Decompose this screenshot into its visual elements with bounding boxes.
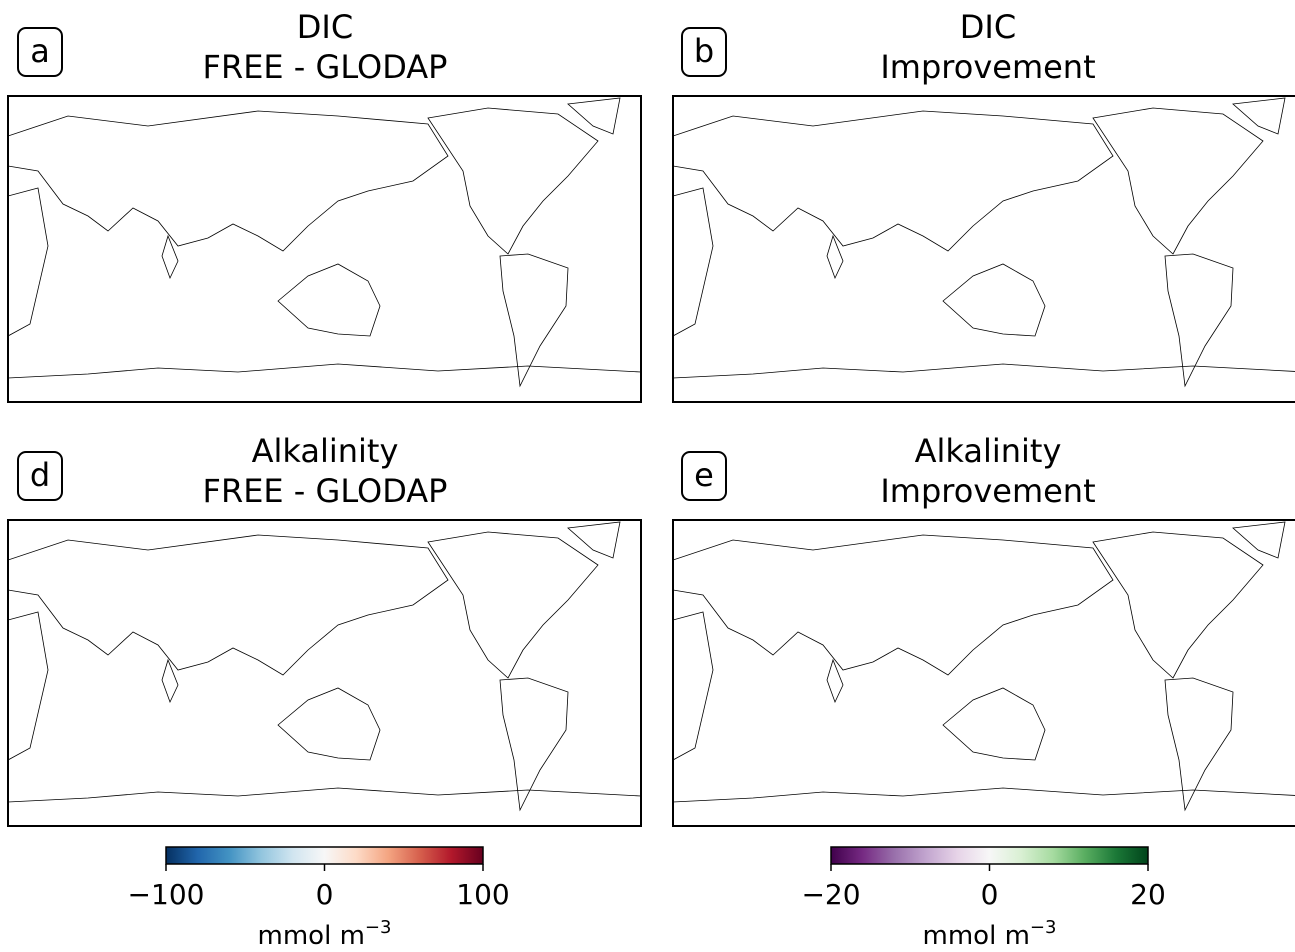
colorbar-label-superscript: −3 (365, 917, 392, 938)
panel-label: e (694, 456, 714, 494)
panel-title: FREE - GLODAP (203, 472, 448, 510)
panel-title: Alkalinity (915, 432, 1062, 470)
map-background (8, 520, 641, 826)
panel-title: Alkalinity (252, 432, 399, 470)
map-frame (672, 95, 1295, 403)
panel-title: FREE - GLODAP (203, 48, 448, 86)
panel-label: a (30, 32, 50, 70)
panel-label: b (694, 32, 714, 70)
map-frame (7, 95, 642, 403)
panel-label-box (681, 27, 727, 77)
colorbar-label-superscript: −3 (1030, 917, 1057, 938)
colorbar-tick-label: −100 (128, 878, 205, 911)
colorbar-tick-label: −20 (801, 878, 860, 911)
panel-title: Improvement (880, 472, 1095, 510)
map-background (8, 96, 641, 402)
map-background (673, 520, 1295, 826)
colorbar-label: mmol m−3 (923, 917, 1057, 951)
panel-label-box (17, 451, 63, 501)
colorbar (165, 846, 484, 865)
colorbar-tick-label: 100 (456, 878, 509, 911)
panel-label-box (681, 451, 727, 501)
panel-title: DIC (960, 8, 1016, 46)
colorbar-label: mmol m−3 (258, 917, 392, 951)
map-frame (672, 519, 1295, 827)
map-frame (7, 519, 642, 827)
colorbar-tick-label: 0 (316, 878, 334, 911)
colorbar-label-text: mmol m (923, 921, 1030, 951)
colorbar-tick-label: 20 (1130, 878, 1166, 911)
colorbar-label-text: mmol m (258, 921, 365, 951)
panel-title: DIC (297, 8, 353, 46)
panel-title: Improvement (880, 48, 1095, 86)
colorbar (830, 846, 1149, 865)
panel-label: d (30, 456, 50, 494)
panel-label-box (17, 27, 63, 77)
map-background (673, 96, 1295, 402)
colorbar-tick-label: 0 (981, 878, 999, 911)
